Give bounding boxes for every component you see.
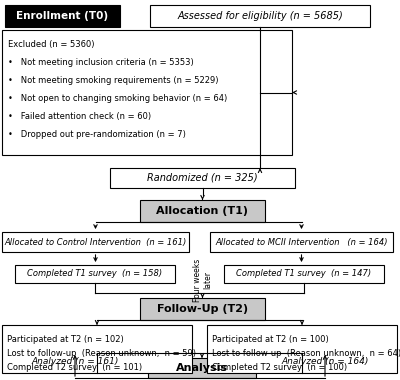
Bar — [15, 265, 175, 283]
Text: Lost to follow-up  (Reason unknown,  n = 59): Lost to follow-up (Reason unknown, n = 5… — [7, 349, 196, 358]
Bar — [2, 325, 192, 373]
Text: Completed T2 survey  (n = 101): Completed T2 survey (n = 101) — [7, 363, 142, 372]
Bar — [2, 30, 292, 155]
Text: Follow-Up (T2): Follow-Up (T2) — [157, 304, 248, 314]
Bar — [2, 232, 189, 252]
Text: Randomized (n = 325): Randomized (n = 325) — [147, 173, 258, 183]
Bar — [140, 200, 265, 222]
Text: Participated at T2 (n = 102): Participated at T2 (n = 102) — [7, 335, 124, 344]
Bar — [150, 5, 370, 27]
Text: Analysis: Analysis — [176, 363, 228, 373]
Bar — [265, 352, 385, 372]
Text: •   Not meeting smoking requirements (n = 5229): • Not meeting smoking requirements (n = … — [8, 76, 218, 85]
Text: Participated at T2 (n = 100): Participated at T2 (n = 100) — [212, 335, 329, 344]
Text: Lost to follow-up  (Reason unknown,  n = 64): Lost to follow-up (Reason unknown, n = 6… — [212, 349, 400, 358]
Text: Analyzed (n = 161): Analyzed (n = 161) — [31, 358, 119, 366]
Text: Completed T2 survey  (n = 100): Completed T2 survey (n = 100) — [212, 363, 347, 372]
Bar — [207, 325, 397, 373]
Text: •   Dropped out pre-randomization (n = 7): • Dropped out pre-randomization (n = 7) — [8, 130, 186, 139]
Text: Analyzed (n = 164): Analyzed (n = 164) — [281, 358, 369, 366]
Text: Excluded (n = 5360): Excluded (n = 5360) — [8, 40, 94, 49]
Bar — [5, 5, 120, 27]
Text: Allocated to MCII Intervention   (n = 164): Allocated to MCII Intervention (n = 164) — [215, 238, 388, 247]
Text: Allocated to Control Intervention  (n = 161): Allocated to Control Intervention (n = 1… — [4, 238, 187, 247]
Text: Allocation (T1): Allocation (T1) — [156, 206, 248, 216]
Bar — [110, 168, 295, 188]
Text: Completed T1 survey  (n = 147): Completed T1 survey (n = 147) — [236, 269, 372, 279]
Bar — [210, 232, 393, 252]
Bar — [140, 298, 265, 320]
Text: •   Not open to changing smoking behavior (n = 64): • Not open to changing smoking behavior … — [8, 94, 227, 103]
Text: Enrollment (T0): Enrollment (T0) — [16, 11, 108, 21]
Text: Four weeks
later: Four weeks later — [193, 258, 213, 302]
Text: •   Not meeting inclusion criteria (n = 5353): • Not meeting inclusion criteria (n = 53… — [8, 58, 194, 67]
Bar — [224, 265, 384, 283]
Text: •   Failed attention check (n = 60): • Failed attention check (n = 60) — [8, 112, 151, 121]
Text: Assessed for eligibility (n = 5685): Assessed for eligibility (n = 5685) — [177, 11, 343, 21]
Bar — [148, 358, 256, 378]
Bar — [15, 352, 135, 372]
Text: Completed T1 survey  (n = 158): Completed T1 survey (n = 158) — [28, 269, 162, 279]
